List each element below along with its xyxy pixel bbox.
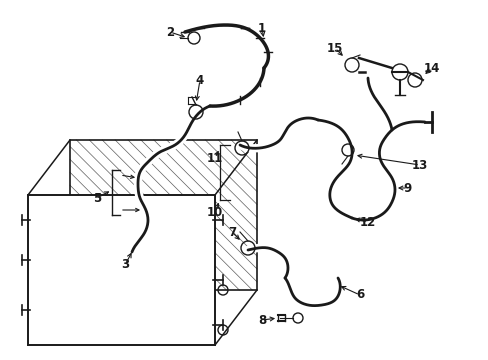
Text: 6: 6	[355, 288, 364, 302]
Text: 12: 12	[359, 216, 375, 229]
Text: 2: 2	[165, 26, 174, 39]
Text: 13: 13	[411, 158, 427, 171]
Text: 4: 4	[196, 73, 203, 86]
Text: 3: 3	[121, 258, 129, 271]
Text: 9: 9	[403, 181, 411, 194]
Text: 5: 5	[93, 192, 101, 204]
Text: 15: 15	[326, 41, 343, 54]
Polygon shape	[70, 140, 257, 290]
Text: 7: 7	[227, 225, 236, 239]
Polygon shape	[28, 195, 215, 345]
Text: 10: 10	[206, 206, 223, 219]
Text: 11: 11	[206, 152, 223, 165]
Text: 8: 8	[257, 314, 265, 327]
Text: 14: 14	[423, 62, 439, 75]
Text: 1: 1	[257, 22, 265, 35]
